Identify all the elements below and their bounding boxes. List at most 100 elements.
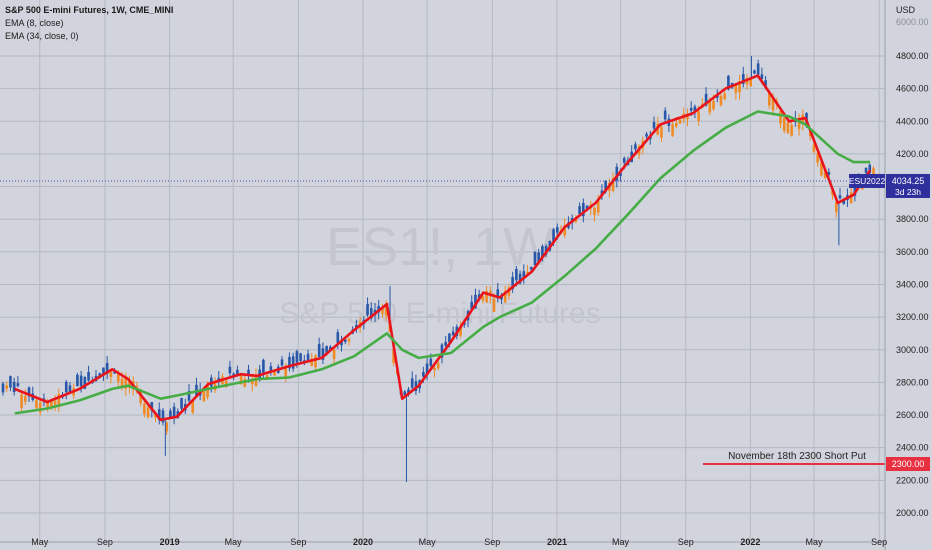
candle-body [451,331,455,336]
candle-body [291,356,295,369]
candle-body [161,410,165,423]
candle-body [392,349,395,363]
candle-body [515,268,518,281]
candle-body [314,355,317,368]
candle-body [448,333,451,343]
candle-body [284,368,288,379]
time-tick-label: Sep [871,537,887,547]
time-tick-label: May [31,537,49,547]
candle-body [849,192,853,204]
candle-body [719,95,723,106]
candle-body [429,358,433,366]
candle-body [842,199,846,204]
candle-body [180,397,183,409]
candle-body [329,346,332,351]
time-axis: May Sep 2019 May Sep 2020 May Sep 2021 May Sep 2022… [0,537,887,547]
candle-body [533,251,537,266]
candle-body [202,390,206,402]
legend-ema-fast[interactable]: EMA (8, close) [5,18,64,28]
short-put-annotation: November 18th 2300 Short Put 2300.00 [703,451,930,471]
ema-lines [14,74,872,422]
candle-body [403,391,407,396]
candle-body [853,183,857,196]
price-tick-label: 2400.00 [896,443,929,453]
candle-body [20,394,23,408]
price-tick-label: 3200.00 [896,312,929,322]
candle-body [280,359,284,366]
candle-body [410,378,414,388]
candle-body [734,84,738,93]
candle-body [474,294,477,309]
candle-body [838,195,842,199]
candle-body [671,124,674,136]
legend-title[interactable]: S&P 500 E-mini Futures, 1W, CME_MINI [5,5,174,15]
candle-body [660,126,663,138]
candle-body [146,407,150,418]
candle-body [678,119,682,124]
candle-body [715,95,719,98]
time-tick-label: Sep [484,537,500,547]
candle-body [663,110,667,120]
candle-body [596,200,600,213]
candle-body [265,375,269,378]
candle-body [355,324,358,328]
short-put-level-label: 2300.00 [892,459,925,469]
candle-body [64,381,68,393]
candle-body [760,74,764,79]
candle-body [459,326,462,336]
candle-body [12,381,16,392]
candle-body [522,271,526,279]
candle-body [786,122,790,134]
candle-body [693,106,697,112]
candle-body [83,376,87,389]
price-axis-currency: USD [896,5,916,15]
candle-body [35,400,38,408]
candle-body [812,144,816,152]
candle-body [16,383,20,387]
candle-body [797,117,801,129]
candle-body [708,101,712,113]
candle-body [98,373,102,376]
candle-body [619,172,622,176]
time-tick-label: Sep [290,537,306,547]
candle-body [1,383,5,393]
price-tick-label: 2600.00 [896,410,929,420]
candle-body [749,78,753,87]
watermark: ES1!, 1W S&P 500 E-mini Futures [279,217,600,330]
candle-body [537,252,540,263]
candle-body [407,389,410,393]
candle-body [191,401,195,413]
price-tick-label: 4400.00 [896,116,929,126]
candle-body [143,403,146,415]
candle-body [477,294,481,299]
candle-body [24,396,27,402]
candle-body [440,344,444,358]
candle-body [295,351,299,363]
price-tick-label: 3000.00 [896,345,929,355]
candle-body [250,379,254,385]
candle-body [574,219,578,222]
candle-body [723,93,726,100]
time-tick-label: May [419,537,437,547]
candle-body [254,375,258,387]
candle-body [206,383,209,398]
candle-body [310,358,314,366]
candle-body [269,366,273,372]
candle-body [239,374,243,385]
legend-ema-slow[interactable]: EMA (34, close, 0) [5,31,79,41]
candle-body [172,406,176,418]
candle-body [652,122,656,129]
candle-body [496,289,500,299]
candle-body [704,93,708,106]
candle-body [325,346,328,353]
candle-body [57,394,61,408]
price-tick-label: 2200.00 [896,475,929,485]
ema-slow-line [14,110,871,415]
candle-body [9,376,12,388]
candle-body [381,308,384,314]
candle-body [771,96,775,111]
candle-body [79,375,83,387]
candle-body [120,378,124,386]
candle-body [563,225,567,236]
